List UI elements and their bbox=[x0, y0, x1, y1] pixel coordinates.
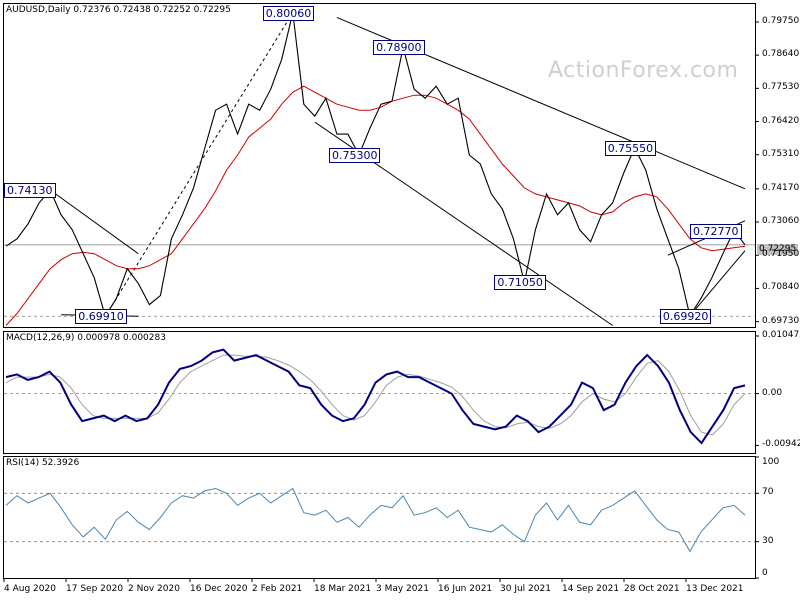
price-annotation-label: 0.78900 bbox=[373, 40, 425, 56]
x-tick-label: 3 May 2021 bbox=[376, 584, 429, 594]
price-y-tick-label: 0.70840 bbox=[762, 282, 800, 293]
macd-y-tick-label: 0.010472 bbox=[762, 330, 800, 340]
price-y-tick-label: 0.79750 bbox=[762, 15, 800, 26]
price-annotation-label: 0.72770 bbox=[690, 223, 742, 239]
x-tick-label: 2 Feb 2021 bbox=[252, 584, 303, 594]
rsi-y-tick-label: 70 bbox=[762, 487, 774, 498]
price-y-tick-label: 0.77530 bbox=[762, 82, 800, 93]
watermark-text: ActionForex.com bbox=[548, 58, 739, 83]
price-annotation-label: 0.69910 bbox=[75, 309, 127, 325]
price-line bbox=[5, 12, 746, 318]
price-y-tick-label: 0.73060 bbox=[762, 216, 800, 227]
price-panel-frame bbox=[3, 3, 756, 328]
current-price-box: 0.72295 bbox=[757, 244, 799, 255]
x-tick-label: 30 Jul 2021 bbox=[500, 584, 551, 594]
price-annotation-label: 0.69920 bbox=[659, 308, 712, 324]
x-tick-label: 16 Dec 2020 bbox=[190, 584, 248, 594]
rsi-line bbox=[5, 487, 746, 553]
macd-y-tick-label: 0.00 bbox=[762, 387, 783, 398]
x-tick-label: 28 Oct 2021 bbox=[624, 584, 680, 594]
price-y-tick-label: 0.69730 bbox=[762, 315, 800, 326]
price-y-tick-label: 0.74170 bbox=[762, 182, 800, 193]
rsi-panel-title: RSI(14) 52.3926 bbox=[6, 458, 80, 468]
macd-signal-line bbox=[5, 354, 746, 436]
x-tick-label: 2 Nov 2020 bbox=[128, 584, 180, 594]
trendline bbox=[49, 189, 139, 255]
price-annotation-label: 0.75550 bbox=[604, 140, 657, 156]
x-tick-label: 18 Mar 2021 bbox=[314, 584, 372, 594]
price-annotation-label: 0.71050 bbox=[494, 275, 546, 291]
price-y-tick-label: 0.78640 bbox=[762, 49, 800, 60]
macd-main-line bbox=[5, 348, 746, 445]
x-tick-label: 17 Sep 2020 bbox=[66, 584, 124, 594]
macd-layer bbox=[4, 335, 759, 446]
price-annotation-label: 0.75300 bbox=[328, 148, 381, 164]
price-y-tick-label: 0.75310 bbox=[762, 148, 800, 159]
x-tick-label: 14 Sep 2021 bbox=[562, 584, 620, 594]
macd-panel-frame bbox=[3, 331, 756, 454]
price-y-tick-label: 0.76420 bbox=[762, 115, 800, 126]
price-annotation-label: 0.80060 bbox=[262, 6, 315, 21]
macd-y-tick-label: -0.009426 bbox=[762, 439, 800, 450]
trendline bbox=[104, 12, 294, 317]
x-tick-label: 13 Dec 2021 bbox=[686, 584, 744, 594]
rsi-y-tick-label: 30 bbox=[762, 535, 774, 546]
price-panel-title: AUDUSD,Daily 0.72376 0.72438 0.72252 0.7… bbox=[6, 5, 231, 15]
moving-average-line bbox=[5, 85, 746, 326]
price-y-tick-label: 0.71950 bbox=[762, 249, 800, 260]
trendline bbox=[689, 250, 746, 317]
macd-panel-title: MACD(12,26,9) 0.000978 0.000283 bbox=[6, 333, 166, 343]
price-layer bbox=[3, 12, 759, 582]
price-annotation-label: 0.74130 bbox=[4, 183, 56, 199]
rsi-layer bbox=[4, 456, 759, 579]
rsi-panel-frame bbox=[3, 456, 756, 579]
x-tick-label: 4 Aug 2020 bbox=[4, 584, 56, 594]
rsi-y-tick-label: 0 bbox=[762, 568, 768, 578]
rsi-y-tick-label: 100 bbox=[762, 457, 780, 467]
x-tick-label: 16 Jun 2021 bbox=[438, 584, 493, 594]
